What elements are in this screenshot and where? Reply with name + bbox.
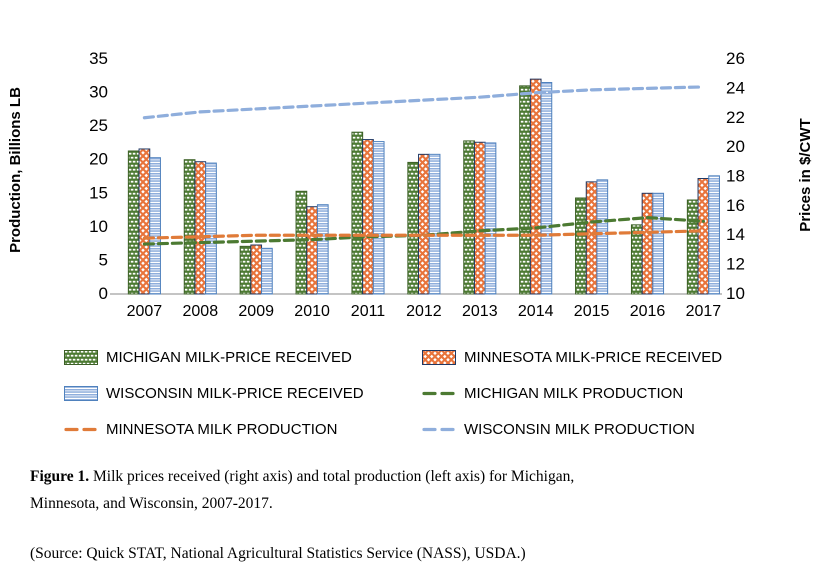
svg-text:20: 20 — [89, 150, 108, 169]
svg-text:2016: 2016 — [630, 303, 666, 320]
svg-text:30: 30 — [89, 83, 108, 102]
svg-text:2012: 2012 — [406, 303, 442, 320]
svg-text:0: 0 — [99, 284, 108, 303]
svg-text:20: 20 — [726, 137, 745, 156]
svg-text:12: 12 — [726, 255, 745, 274]
svg-text:26: 26 — [726, 49, 745, 68]
svg-text:25: 25 — [89, 116, 108, 135]
svg-text:10: 10 — [89, 217, 108, 236]
svg-text:2010: 2010 — [294, 303, 330, 320]
svg-text:Prices in $/CWT: Prices in $/CWT — [797, 118, 814, 231]
svg-text:14: 14 — [726, 225, 745, 244]
svg-text:2008: 2008 — [183, 303, 219, 320]
svg-text:22: 22 — [726, 108, 745, 127]
svg-text:15: 15 — [89, 183, 108, 202]
svg-text:2017: 2017 — [686, 303, 722, 320]
svg-text:2015: 2015 — [574, 303, 610, 320]
svg-text:35: 35 — [89, 49, 108, 68]
svg-text:2013: 2013 — [462, 303, 498, 320]
svg-text:2009: 2009 — [238, 303, 274, 320]
svg-text:10: 10 — [726, 284, 745, 303]
svg-text:2007: 2007 — [127, 303, 163, 320]
svg-text:24: 24 — [726, 78, 745, 97]
svg-text:18: 18 — [726, 167, 745, 186]
svg-text:16: 16 — [726, 196, 745, 215]
svg-text:2014: 2014 — [518, 303, 554, 320]
svg-text:5: 5 — [99, 250, 108, 269]
svg-text:2011: 2011 — [351, 303, 386, 320]
svg-text:Production, Billions LB: Production, Billions LB — [7, 87, 24, 253]
